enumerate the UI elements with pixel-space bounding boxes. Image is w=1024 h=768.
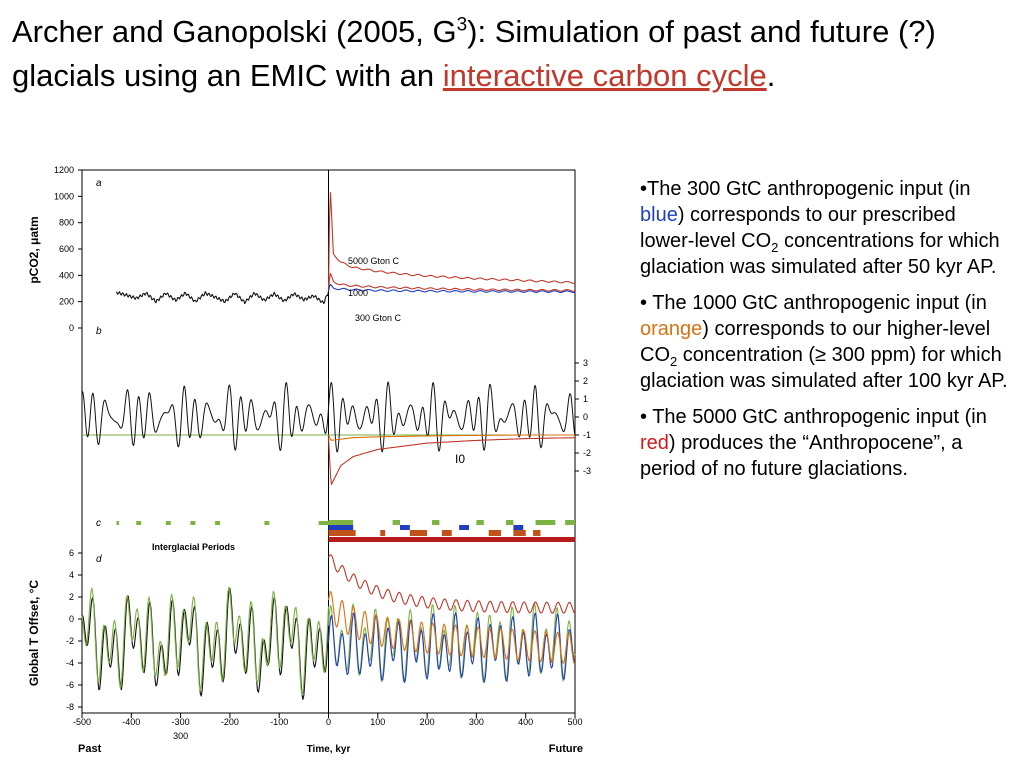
x-tick-label: 0: [326, 717, 331, 727]
x-tick-label: -400: [122, 717, 140, 727]
y-tick-label-b: 1: [583, 394, 588, 404]
y-tick-label-a: 200: [59, 297, 74, 307]
y-axis-label-d: Global T Offset, °C: [27, 580, 41, 686]
interglacial-bar-blue: [459, 525, 470, 530]
threshold-1000-curve: [327, 434, 575, 441]
color-word-orange: orange: [640, 318, 703, 340]
y-tick-label-d: 6: [69, 548, 74, 558]
y-tick-label-a: 0: [69, 323, 74, 333]
interglacial-bar-orange: [533, 530, 541, 536]
panel-letter-d: d: [96, 554, 102, 565]
co2-series-line: [327, 192, 576, 292]
interglacial-bar-red: [328, 537, 575, 542]
x-tick-label: 300: [469, 717, 484, 727]
y-tick-label-d: 2: [69, 592, 74, 602]
interglacial-bar-green: [432, 520, 440, 525]
annotation-300-gton: 300 Gton C: [355, 313, 402, 323]
annotation-5000-gton: 5000 Gton C: [348, 256, 400, 266]
interglacial-bar-blue: [328, 525, 354, 530]
x-axis-label: Time, kyr: [307, 744, 351, 755]
y-tick-label-a: 1000: [54, 191, 74, 201]
y-tick-label-a: 1200: [54, 165, 74, 175]
y-tick-label-b: -2: [583, 448, 591, 458]
title-highlight-link[interactable]: interactive carbon cycle: [442, 58, 767, 93]
interglacial-bar-past: [116, 521, 119, 525]
interglacial-bar-blue: [513, 525, 524, 530]
threshold-5000-curve: [327, 436, 575, 485]
slide-title: Archer and Ganopolski (2005, G3): Simula…: [12, 14, 936, 93]
interglacial-bar-past: [136, 521, 142, 525]
y-tick-label-d: -6: [66, 680, 74, 690]
interglacial-bar-green: [505, 520, 514, 525]
color-word-blue: blue: [640, 204, 678, 226]
x-axis-past-label: Past: [78, 743, 102, 755]
temp-past-black: [81, 587, 330, 701]
y-tick-label-d: -2: [66, 636, 74, 646]
interglacial-bar-orange: [380, 530, 386, 536]
interglacial-bar-orange: [488, 530, 502, 536]
y-tick-label-a: 800: [59, 218, 74, 228]
co2-series-line: [327, 283, 576, 293]
x-tick-label: 500: [567, 717, 582, 727]
annotation-1000: 1000: [348, 288, 368, 298]
co2-series-line: [115, 291, 330, 305]
y-tick-label-d: -4: [66, 658, 74, 668]
y-tick-label-b: 3: [583, 358, 588, 368]
bullet-5000gtc: • The 5000 GtC anthropogenic input (in r…: [640, 406, 987, 480]
interglacial-bar-orange: [513, 530, 526, 536]
interglacial-bar-orange: [441, 530, 452, 536]
x-tick-label: 200: [420, 717, 435, 727]
interglacial-periods-label: Interglacial Periods: [152, 542, 235, 552]
insolation-curve: [81, 381, 576, 453]
y-tick-label-a: 600: [59, 244, 74, 254]
bullet-300gtc: •The 300 GtC anthropogenic input (in blu…: [640, 178, 1000, 278]
interglacial-bar-green: [535, 520, 556, 525]
temp-future-green: [327, 603, 576, 683]
panel-letter-a: a: [96, 178, 102, 189]
temp-past-green: [81, 586, 330, 696]
x-tick-label: -300: [172, 717, 190, 727]
y-tick-label-b: 0: [583, 412, 588, 422]
x-axis-future-label: Future: [549, 743, 583, 755]
panel-letter-c: c: [96, 518, 101, 529]
y-tick-label-a: 400: [59, 270, 74, 280]
y-axis-label-a: pCO2, μatm: [27, 216, 41, 283]
x-tick-label: 400: [518, 717, 533, 727]
interglacial-bar-green: [565, 520, 575, 525]
x-tick-label: -200: [221, 717, 239, 727]
interglacial-bar-green: [476, 520, 484, 525]
interglacial-bar-past: [190, 521, 196, 525]
color-word-red: red: [640, 432, 669, 454]
interglacial-bar-past: [318, 521, 329, 525]
x-extra-tick-label: 300: [173, 731, 188, 741]
temp-future-blue: [327, 612, 576, 684]
interglacial-bar-past: [215, 521, 221, 525]
bullet-list: •The 300 GtC anthropogenic input (in blu…: [640, 176, 1015, 492]
y-tick-label-b: -3: [583, 466, 591, 476]
y-tick-label-d: 4: [69, 570, 74, 580]
interglacial-bar-past: [264, 521, 270, 525]
panel-letter-b: b: [96, 326, 102, 337]
y-tick-label-d: -8: [66, 702, 74, 712]
x-tick-label: -100: [270, 717, 288, 727]
temp-future-orange: [327, 590, 576, 665]
interglacial-bar-orange: [328, 530, 356, 536]
interglacial-bar-green: [392, 520, 400, 525]
interglacial-bar-orange: [409, 530, 428, 536]
co2-series-line: [327, 272, 576, 292]
interglacial-bar-blue: [399, 525, 410, 530]
y-tick-label-d: 0: [69, 614, 74, 624]
temp-future-red: [328, 554, 576, 614]
interglacial-bar-past: [165, 521, 171, 525]
x-tick-label: 100: [370, 717, 385, 727]
y-tick-label-b: -1: [583, 430, 591, 440]
y-tick-label-b: 2: [583, 376, 588, 386]
interglacial-bar-green: [328, 520, 354, 525]
annotation-i0: I0: [455, 452, 465, 466]
bullet-1000gtc: • The 1000 GtC anthropogenic input (in o…: [640, 292, 1008, 392]
x-tick-label: -500: [73, 717, 91, 727]
